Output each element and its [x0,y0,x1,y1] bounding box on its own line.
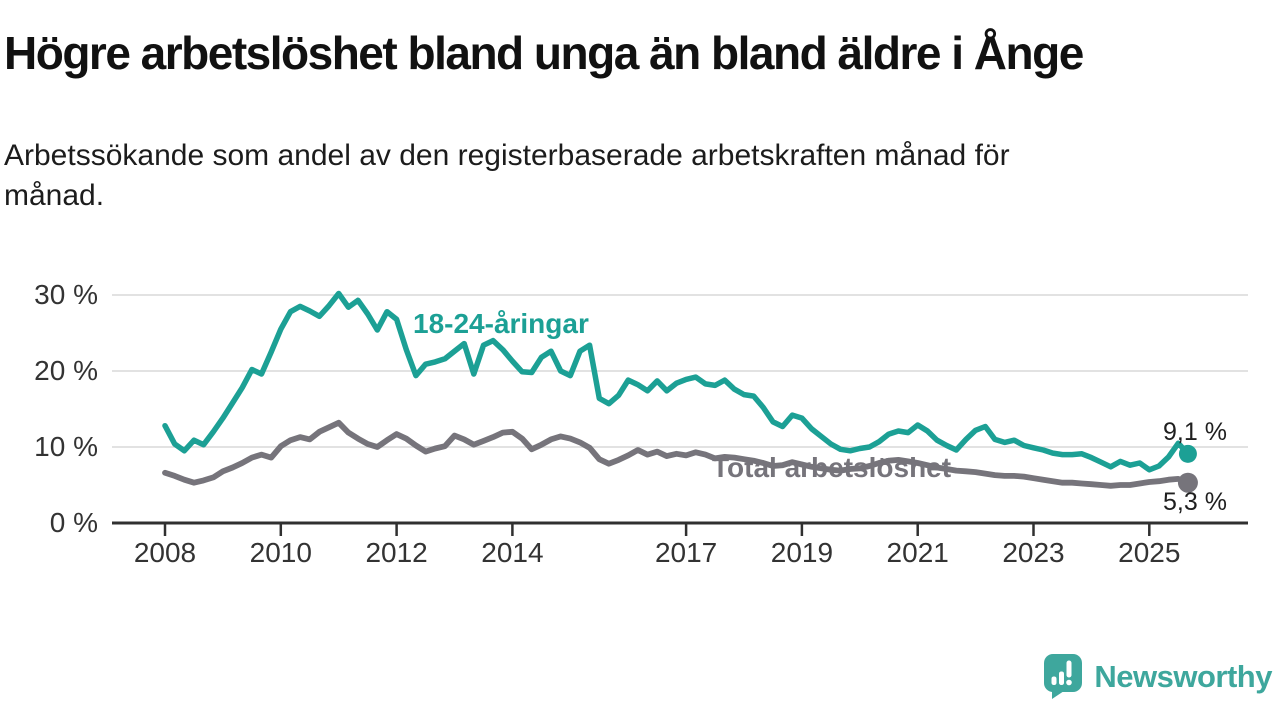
total-end-dot [1177,472,1198,493]
chart-subtitle: Arbetssökande som andel av den registerb… [4,136,1204,216]
x-tick-label: 2017 [655,537,717,568]
line-chart: 0 % 10 % 20 % 30 % 2008 2010 2012 2014 2017 2019 2… [0,240,1280,580]
y-tick-label: 10 % [34,431,98,462]
newsworthy-logo-icon [1044,654,1083,699]
chart-title: Högre arbetslöshet bland unga än bland ä… [4,27,1084,79]
total-series-label: Total arbetslöshet [712,452,951,483]
x-tick-label: 2019 [771,537,833,568]
x-tick-label: 2023 [1002,537,1064,568]
total-end-value-label: 5,3 % [1163,488,1227,516]
youth-end-value-label: 9,1 % [1163,418,1227,446]
y-tick-label: 0 % [50,507,98,538]
subtitle-line-1: Arbetssökande som andel av den registerb… [4,139,1010,172]
newsworthy-logo-text: Newsworthy [1094,658,1272,694]
line-chart-svg: 0 % 10 % 20 % 30 % 2008 2010 2012 2014 2017 2019 2… [34,279,1248,568]
x-tick-label: 2021 [887,537,949,568]
newsworthy-logo: Newsworthy [1043,653,1272,700]
youth-line [162,290,1191,473]
x-tick-label: 2012 [365,537,427,568]
youth-series-label: 18-24-åringar [413,308,589,339]
x-tick-label: 2014 [481,537,543,568]
x-tick-label: 2008 [134,537,196,568]
youth-end-dot [1178,444,1197,463]
total-line [162,419,1191,489]
subtitle-line-2: månad. [4,179,105,212]
y-tick-label: 30 % [34,279,98,310]
x-tick-label: 2010 [250,537,312,568]
y-tick-label: 20 % [34,355,98,386]
x-tick-label: 2025 [1118,537,1180,568]
